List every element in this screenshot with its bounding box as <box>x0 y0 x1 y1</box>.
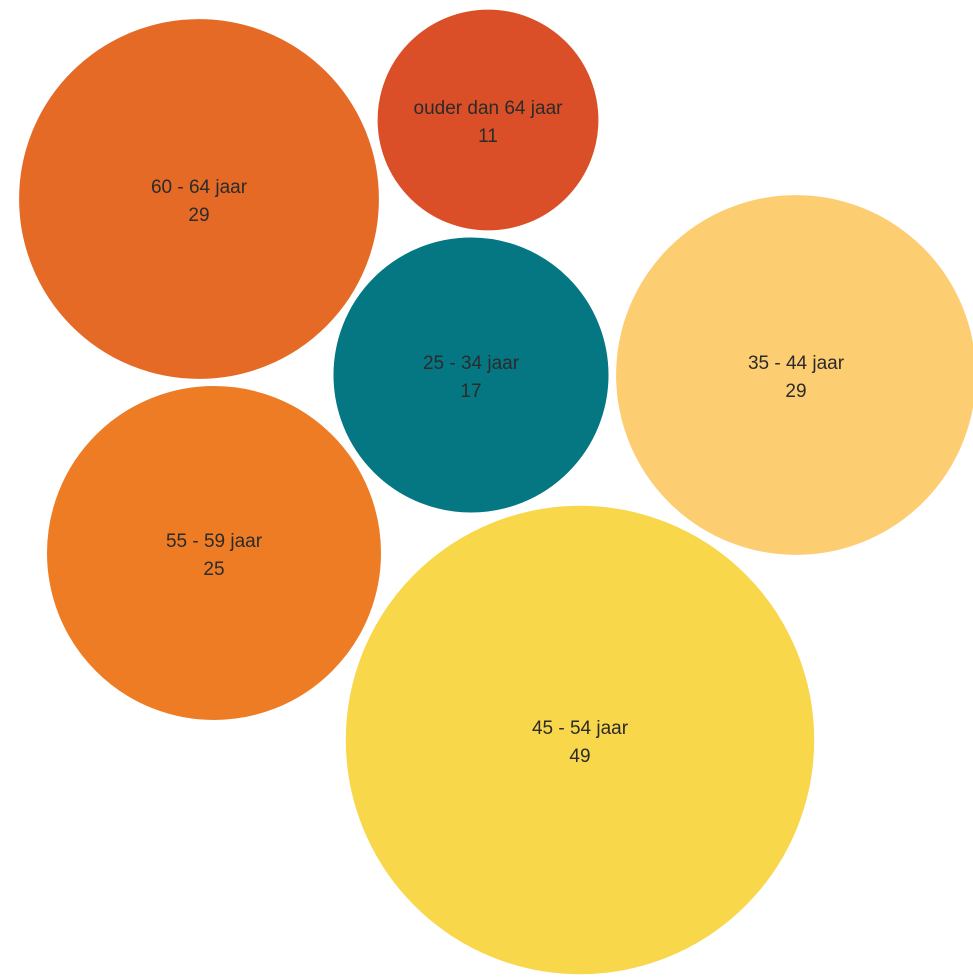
bubble-label-25-34: 25 - 34 jaar <box>423 353 520 374</box>
bubble-value-25-34: 17 <box>460 381 481 402</box>
bubble-circle-55-59 <box>45 384 383 722</box>
bubble-circle-35-44 <box>614 193 973 557</box>
bubble-35-44[interactable]: 35 - 44 jaar 29 <box>614 193 973 557</box>
bubble-60-64[interactable]: 60 - 64 jaar 29 <box>17 17 381 381</box>
bubble-circle-60-64 <box>17 17 381 381</box>
bubble-25-34[interactable]: 25 - 34 jaar 17 <box>331 235 611 515</box>
bubble-circle-45-54 <box>343 503 817 977</box>
bubble-value-55-59: 25 <box>203 559 224 580</box>
bubble-label-55-59: 55 - 59 jaar <box>166 531 263 552</box>
bubble-label-45-54: 45 - 54 jaar <box>532 718 629 739</box>
bubble-45-54[interactable]: 45 - 54 jaar 49 <box>343 503 817 977</box>
bubble-value-45-54: 49 <box>569 746 590 767</box>
bubble-value-60-64: 29 <box>188 205 209 226</box>
bubble-label-60-64: 60 - 64 jaar <box>151 177 248 198</box>
bubble-55-59[interactable]: 55 - 59 jaar 25 <box>45 384 383 722</box>
bubble-label-ouder-dan-64: ouder dan 64 jaar <box>414 98 564 119</box>
bubble-circle-ouder-dan-64 <box>375 7 601 233</box>
bubble-circle-25-34 <box>331 235 611 515</box>
bubble-value-35-44: 29 <box>785 381 806 402</box>
bubble-label-35-44: 35 - 44 jaar <box>748 353 845 374</box>
bubble-value-ouder-dan-64: 11 <box>478 126 498 147</box>
bubble-ouder-dan-64[interactable]: ouder dan 64 jaar 11 <box>375 7 601 233</box>
